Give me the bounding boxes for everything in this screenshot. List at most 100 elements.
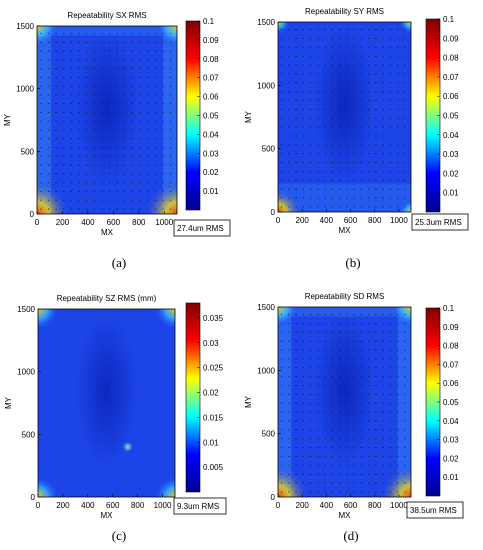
x-tick-label: 1000 (154, 501, 172, 510)
y-axis-label: MY (244, 395, 253, 408)
caption-b: (b) (345, 255, 361, 270)
x-tick-label: 1000 (390, 216, 408, 225)
colorbar-tick-label: 0.08 (203, 55, 219, 64)
x-tick-label: 200 (56, 218, 70, 227)
colorbar-tick-label: 0.1 (203, 17, 215, 26)
y-tick-label: 1500 (17, 305, 35, 314)
x-tick-label: 0 (276, 501, 281, 510)
x-tick-label: 200 (56, 501, 70, 510)
x-tick-label: 1000 (155, 218, 173, 227)
rms-summary-box: 27.4um RMS (173, 219, 231, 237)
colorbar-tick-label: 0.01 (443, 189, 459, 198)
colorbar-tick-label: 0.02 (203, 389, 219, 398)
colorbar-tick-label: 0.005 (203, 463, 224, 472)
colorbar-tick-label: 0.05 (443, 112, 459, 121)
x-tick-label: 600 (344, 216, 358, 225)
x-tick-label: 400 (81, 218, 95, 227)
colorbar: 0.01 0.02 0.03 0.04 0.05 0.06 0.07 0.08 0.09 0.1 (425, 15, 459, 213)
colorbar: 0.01 0.02 0.03 0.04 0.05 0.06 0.07 0.08 0.09 0.1 (425, 304, 459, 497)
chart-panel-b: 0 200 400 600 800 1000 0 500 1000 1500 Repeatabili… (244, 7, 469, 235)
y-tick-label: 1000 (17, 368, 35, 377)
x-tick-label: 1000 (390, 501, 408, 510)
colorbar-tick-label: 0.06 (443, 92, 459, 101)
x-axis-label: MX (339, 511, 352, 520)
colorbar-tick-label: 0.03 (203, 149, 219, 158)
colorbar-tick-label: 0.01 (203, 438, 219, 447)
heatmap-field (38, 309, 175, 497)
colorbar-tick-label: 0.01 (443, 473, 459, 482)
x-tick-label: 400 (81, 501, 95, 510)
chart-panel-a: 0 200 400 600 800 1000 0 500 1000 1500 Repeatabili… (3, 11, 231, 237)
rms-summary-text: 27.4um RMS (177, 224, 224, 233)
rms-summary-text: 9.3um RMS (177, 502, 219, 511)
x-tick-label: 800 (132, 218, 146, 227)
colorbar-tick-label: 0.09 (443, 323, 459, 332)
chart-title: Repeatability SY RMS (305, 7, 384, 16)
y-tick-label: 500 (22, 430, 36, 439)
colorbar-tick-label: 0.07 (443, 73, 459, 82)
x-tick-label: 800 (368, 501, 382, 510)
rms-summary-box: 9.3um RMS (173, 497, 227, 515)
rms-summary-box: 25.3um RMS (411, 213, 469, 231)
x-tick-label: 800 (368, 216, 382, 225)
colorbar-tick-label: 0.07 (203, 74, 219, 83)
plot-frame (277, 21, 412, 213)
colorbar-tick-label: 0.08 (443, 54, 459, 63)
colorbar: 0.01 0.02 0.03 0.04 0.05 0.06 0.07 0.08 0.09 0.1 (185, 17, 219, 211)
rms-summary-text: 38.5um RMS (410, 506, 457, 515)
y-axis-label: MY (3, 113, 12, 126)
caption-a: (a) (111, 255, 127, 270)
x-tick-label: 400 (320, 501, 334, 510)
colorbar-tick-label: 0.1 (443, 304, 455, 313)
y-tick-label: 1500 (257, 18, 275, 27)
colorbar-tick-label: 0.04 (203, 130, 219, 139)
y-tick-label: 1500 (257, 303, 275, 312)
measurement-dots (281, 314, 406, 493)
x-tick-label: 0 (35, 218, 40, 227)
colorbar: 0.005 0.01 0.015 0.02 0.025 0.03 0.035 (185, 302, 224, 493)
colorbar-tick-label: 0.03 (443, 150, 459, 159)
y-axis-label: MY (4, 396, 13, 409)
colorbar-tick-label: 0.04 (443, 417, 459, 426)
y-tick-label: 0 (271, 208, 276, 217)
colorbar-tick-label: 0.06 (203, 93, 219, 102)
colorbar-tick-label: 0.09 (443, 34, 459, 43)
chart-title: Repeatability SX RMS (67, 11, 146, 20)
colorbar-tick-label: 0.05 (203, 112, 219, 121)
x-tick-label: 200 (296, 216, 310, 225)
y-tick-label: 1000 (16, 85, 34, 94)
colorbar-tick-label: 0.02 (203, 168, 219, 177)
x-tick-label: 200 (296, 501, 310, 510)
x-axis-label: MX (339, 226, 352, 235)
chart-title: Repeatability SD RMS (305, 292, 385, 301)
colorbar-tick-label: 0.025 (203, 364, 224, 373)
colorbar-tick-label: 0.08 (443, 342, 459, 351)
heatmap-field (278, 307, 411, 497)
x-tick-label: 600 (344, 501, 358, 510)
x-tick-label: 400 (320, 216, 334, 225)
colorbar-tick-label: 0.03 (203, 339, 219, 348)
heatmap-field (37, 26, 177, 214)
caption-c: (c) (111, 528, 127, 543)
plot-frame (277, 306, 412, 498)
rms-summary-text: 25.3um RMS (415, 218, 462, 227)
y-axis-label: MY (244, 110, 253, 123)
measurement-dots (40, 32, 172, 210)
x-tick-label: 600 (107, 218, 121, 227)
colorbar-tick-label: 0.05 (443, 398, 459, 407)
y-tick-label: 1000 (257, 81, 275, 90)
y-tick-label: 1500 (16, 22, 34, 31)
y-tick-label: 500 (262, 145, 276, 154)
x-tick-label: 0 (36, 501, 41, 510)
x-axis-label: MX (101, 511, 114, 520)
colorbar-tick-label: 0.015 (203, 413, 224, 422)
colorbar-tick-label: 0.01 (203, 187, 219, 196)
y-tick-label: 500 (21, 147, 35, 156)
y-tick-label: 1000 (257, 366, 275, 375)
colorbar-tick-label: 0.1 (443, 15, 455, 24)
colorbar-tick-label: 0.02 (443, 169, 459, 178)
x-tick-label: 600 (106, 501, 120, 510)
rms-summary-box: 38.5um RMS (406, 501, 464, 519)
colorbar-tick-label: 0.02 (443, 454, 459, 463)
